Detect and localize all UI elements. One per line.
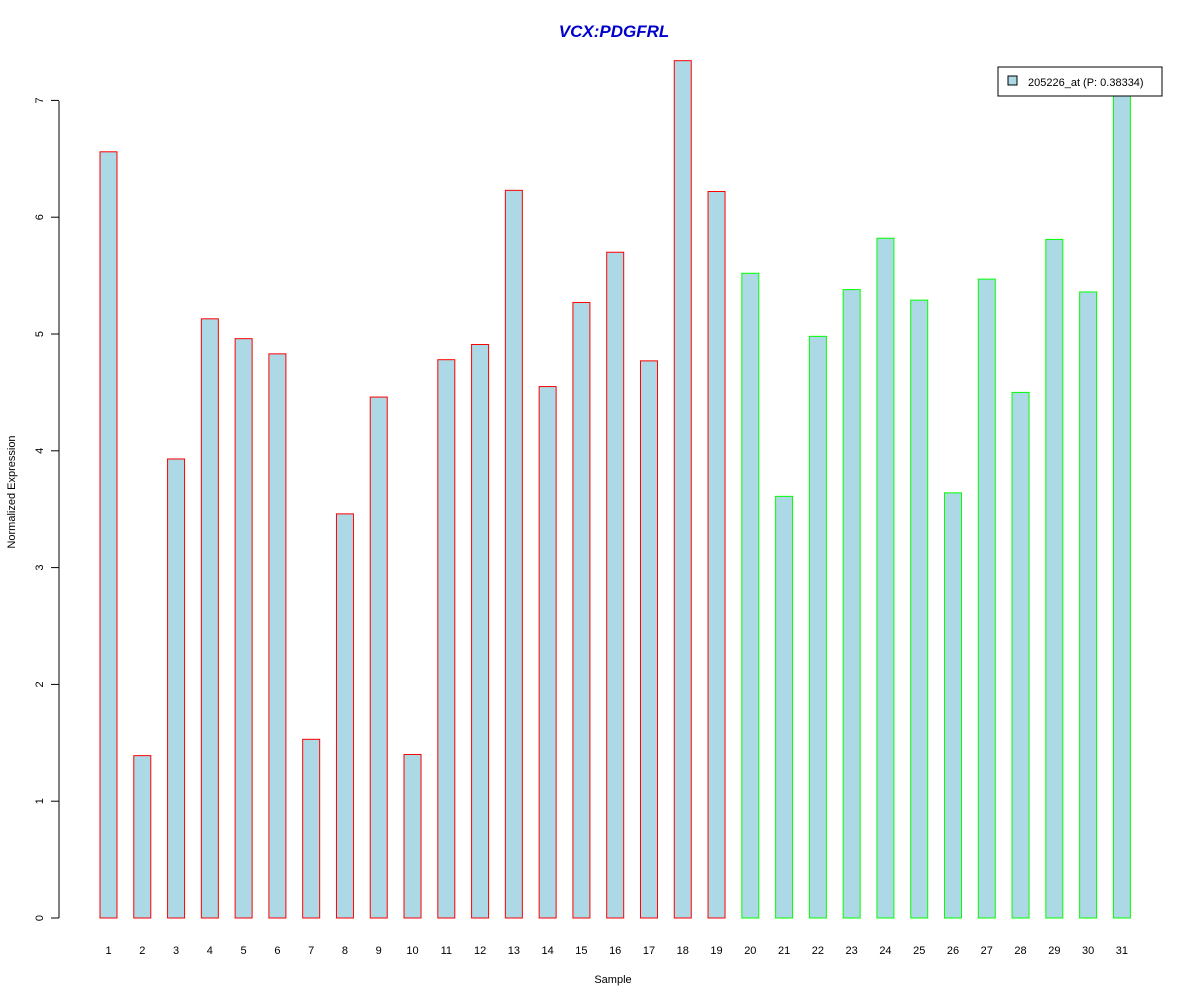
bar-sample-22 — [808, 335, 827, 919]
y-axis: 0 1 2 3 4 5 6 7 — [34, 97, 60, 921]
bar-sample-20 — [741, 272, 760, 919]
x-tick-label: 21 — [778, 945, 790, 957]
x-tick-label: 27 — [981, 945, 993, 957]
bar-sample-12 — [471, 344, 490, 919]
x-tick-label: 15 — [575, 945, 587, 957]
x-tick-label: 29 — [1048, 945, 1060, 957]
legend-swatch — [1007, 75, 1018, 86]
x-tick-label: 18 — [677, 945, 689, 957]
x-tick-label: 25 — [913, 945, 925, 957]
x-tick-label: 10 — [406, 945, 418, 957]
bar-sample-11 — [437, 359, 456, 919]
y-tick-label: 2 — [34, 681, 46, 687]
bar-sample-14 — [538, 386, 557, 919]
x-tick-label: 13 — [508, 945, 520, 957]
x-tick-label: 28 — [1014, 945, 1026, 957]
bar-sample-15 — [572, 301, 591, 919]
x-tick-label: 30 — [1082, 945, 1094, 957]
bar-sample-27 — [977, 278, 996, 919]
y-tick-label: 0 — [34, 915, 46, 921]
bar-sample-5 — [234, 338, 253, 919]
x-tick-label: 11 — [441, 945, 452, 957]
x-tick-label: 9 — [376, 945, 382, 957]
x-tick-label: 26 — [947, 945, 959, 957]
x-tick-label: 12 — [474, 945, 486, 957]
x-tick-label: 22 — [812, 945, 824, 957]
bar-sample-30 — [1079, 291, 1098, 919]
x-tick-label: 17 — [643, 945, 655, 957]
bar-sample-31 — [1112, 94, 1131, 919]
x-tick-label: 23 — [846, 945, 858, 957]
bar-sample-9 — [369, 396, 388, 919]
bar-sample-28 — [1011, 391, 1030, 919]
x-tick-label: 8 — [342, 945, 348, 957]
bar-sample-10 — [403, 753, 422, 919]
x-ticks: 1 2 3 4 5 6 7 8 9 10 11 12 13 14 15 16 17 18 19 20 21 22 23 24 2… — [105, 945, 1128, 957]
x-tick-label: 31 — [1116, 945, 1128, 957]
bar-sample-3 — [167, 458, 186, 919]
bar-sample-13 — [504, 189, 523, 919]
bar-sample-1 — [99, 151, 118, 919]
bar-sample-26 — [944, 492, 962, 919]
y-ticks: 0 1 2 3 4 5 6 7 — [34, 97, 59, 921]
chart-title: VCX:PDGFRL — [559, 22, 670, 41]
bar-sample-24 — [876, 237, 895, 919]
bar-sample-4 — [200, 318, 219, 919]
bar-sample-7 — [302, 738, 321, 919]
y-tick-label: 3 — [34, 565, 46, 571]
bar-sample-2 — [133, 755, 152, 919]
x-tick-label: 2 — [139, 945, 145, 957]
bar-sample-29 — [1045, 238, 1064, 919]
legend-series-label: 205226_at (P: 0.38334) — [1028, 77, 1144, 89]
x-tick-label: 3 — [173, 945, 179, 957]
x-tick-label: 24 — [879, 945, 891, 957]
x-tick-label: 16 — [609, 945, 621, 957]
bars — [99, 60, 1131, 919]
x-axis-label: Sample — [594, 974, 631, 986]
x-tick-label: 7 — [308, 945, 314, 957]
y-axis-label: Normalized Expression — [6, 435, 18, 548]
bar-sample-23 — [842, 289, 861, 919]
x-tick-label: 1 — [105, 945, 111, 957]
x-tick-label: 19 — [710, 945, 722, 957]
bar-sample-18 — [673, 60, 692, 919]
y-tick-label: 6 — [34, 214, 46, 220]
y-tick-label: 7 — [34, 97, 46, 103]
x-tick-label: 5 — [241, 945, 247, 957]
bar-sample-21 — [775, 495, 794, 919]
bar-sample-17 — [639, 360, 658, 919]
y-tick-label: 5 — [34, 331, 46, 337]
bar-sample-16 — [606, 251, 625, 919]
bar-sample-19 — [707, 191, 726, 919]
x-tick-label: 20 — [744, 945, 756, 957]
legend: 205226_at (P: 0.38334) — [997, 66, 1163, 97]
legend-box — [997, 66, 1163, 97]
y-tick-label: 4 — [34, 448, 46, 454]
x-tick-label: 6 — [274, 945, 280, 957]
x-tick-label: 14 — [542, 945, 554, 957]
bar-sample-6 — [268, 353, 287, 919]
bar-sample-8 — [335, 513, 354, 919]
y-tick-label: 1 — [34, 798, 46, 804]
x-tick-label: 4 — [207, 945, 213, 957]
bar-sample-25 — [910, 299, 929, 919]
